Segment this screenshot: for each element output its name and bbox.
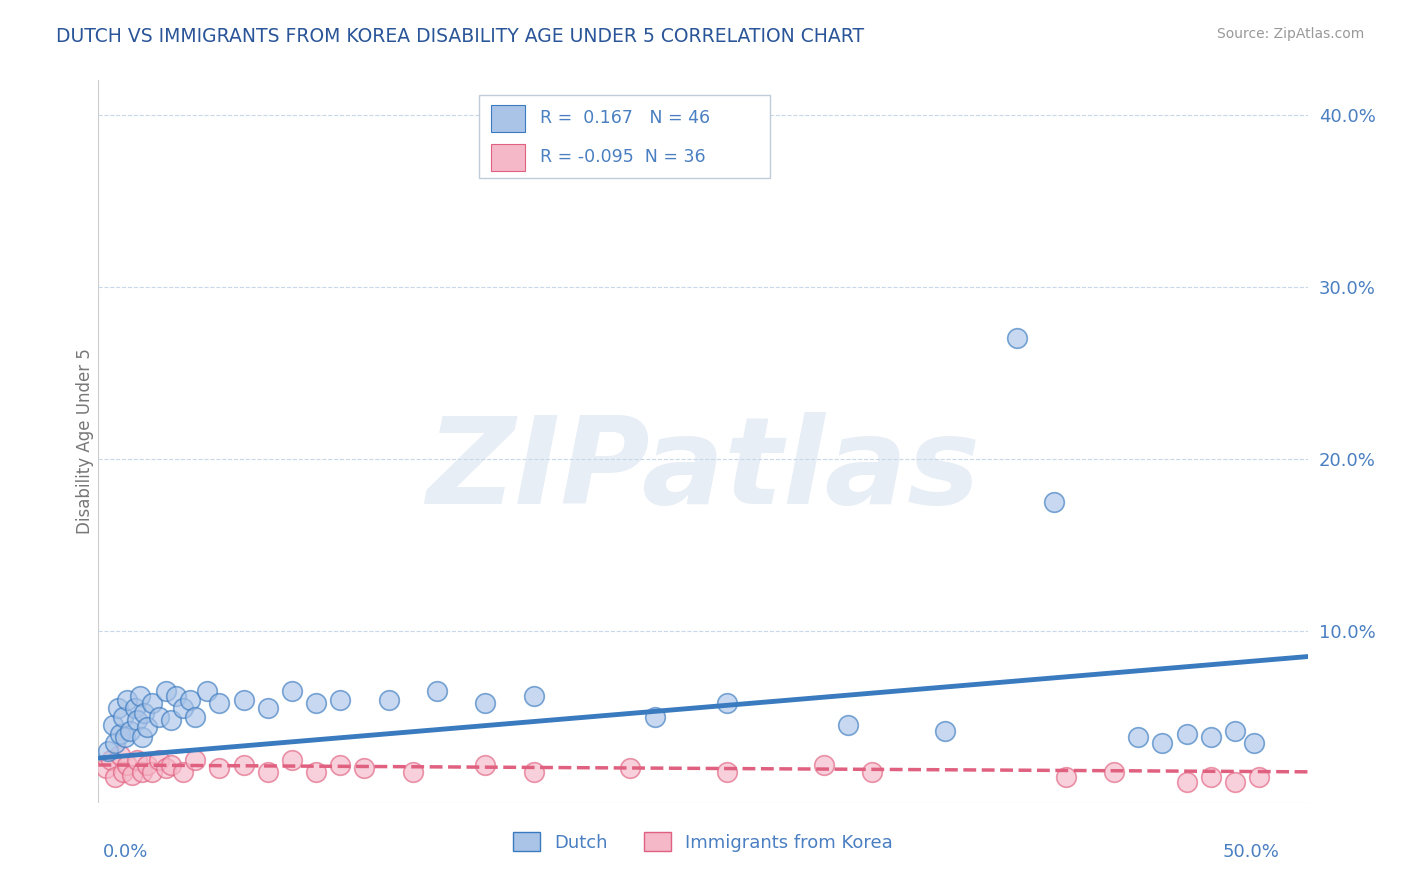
Point xyxy=(94,761,117,775)
Text: DUTCH VS IMMIGRANTS FROM KOREA DISABILITY AGE UNDER 5 CORRELATION CHART: DUTCH VS IMMIGRANTS FROM KOREA DISABILIT… xyxy=(56,27,865,45)
Point xyxy=(160,758,183,772)
Point xyxy=(281,753,304,767)
Point xyxy=(232,758,254,772)
Point xyxy=(1175,727,1198,741)
Point xyxy=(148,753,170,767)
Point xyxy=(108,747,131,762)
Point xyxy=(256,701,278,715)
Text: 0.0%: 0.0% xyxy=(103,843,148,861)
Point xyxy=(165,689,187,703)
Point xyxy=(1199,770,1222,784)
Point xyxy=(353,761,375,775)
Point xyxy=(1007,331,1029,345)
Point xyxy=(208,696,231,710)
Point xyxy=(160,713,183,727)
Point xyxy=(305,764,328,779)
Point xyxy=(860,764,883,779)
Point xyxy=(101,718,124,732)
Point xyxy=(121,768,143,782)
Point xyxy=(1042,494,1064,508)
Point xyxy=(97,744,120,758)
Point xyxy=(523,689,546,703)
Point xyxy=(1102,764,1125,779)
Point xyxy=(135,758,157,772)
Text: R = -0.095  N = 36: R = -0.095 N = 36 xyxy=(540,148,706,167)
Point xyxy=(155,684,177,698)
Point xyxy=(329,692,352,706)
Point xyxy=(184,710,207,724)
Point xyxy=(281,684,304,698)
Point xyxy=(1128,731,1150,745)
Point xyxy=(141,764,163,779)
Point xyxy=(837,718,859,732)
Point xyxy=(474,696,496,710)
FancyBboxPatch shape xyxy=(492,104,526,132)
Point xyxy=(114,731,136,745)
Point xyxy=(131,731,153,745)
Text: ZIPatlas: ZIPatlas xyxy=(426,412,980,529)
Point xyxy=(1152,735,1174,749)
Text: 50.0%: 50.0% xyxy=(1223,843,1279,861)
Point xyxy=(1054,770,1077,784)
Point xyxy=(117,692,139,706)
Point xyxy=(124,701,146,715)
Point xyxy=(111,710,134,724)
Point xyxy=(402,764,425,779)
Point xyxy=(179,692,201,706)
Point xyxy=(619,761,641,775)
Point xyxy=(716,764,738,779)
Point xyxy=(184,753,207,767)
Point xyxy=(155,761,177,775)
Point xyxy=(195,684,218,698)
Point xyxy=(1249,770,1271,784)
Point xyxy=(305,696,328,710)
Y-axis label: Disability Age Under 5: Disability Age Under 5 xyxy=(76,349,94,534)
Point xyxy=(377,692,399,706)
Point xyxy=(117,758,139,772)
Point xyxy=(934,723,956,738)
Point xyxy=(329,758,352,772)
Point xyxy=(134,706,156,721)
Point xyxy=(644,710,666,724)
Point xyxy=(148,710,170,724)
Point xyxy=(108,727,131,741)
Point xyxy=(1243,735,1265,749)
Point xyxy=(172,764,194,779)
Point xyxy=(135,720,157,734)
Point xyxy=(232,692,254,706)
Point xyxy=(1223,723,1246,738)
Text: Source: ZipAtlas.com: Source: ZipAtlas.com xyxy=(1216,27,1364,41)
Point xyxy=(131,764,153,779)
Legend: Dutch, Immigrants from Korea: Dutch, Immigrants from Korea xyxy=(506,825,900,859)
Point xyxy=(104,770,127,784)
Point xyxy=(1223,775,1246,789)
FancyBboxPatch shape xyxy=(492,144,526,171)
Point xyxy=(208,761,231,775)
Point xyxy=(426,684,449,698)
Point xyxy=(127,753,149,767)
Point xyxy=(813,758,835,772)
FancyBboxPatch shape xyxy=(479,95,769,178)
Point xyxy=(474,758,496,772)
Point xyxy=(1175,775,1198,789)
Point xyxy=(172,701,194,715)
Point xyxy=(141,696,163,710)
Point xyxy=(716,696,738,710)
Point xyxy=(104,735,127,749)
Point xyxy=(111,764,134,779)
Point xyxy=(127,713,149,727)
Text: R =  0.167   N = 46: R = 0.167 N = 46 xyxy=(540,110,710,128)
Point xyxy=(256,764,278,779)
Point xyxy=(118,723,141,738)
Point xyxy=(128,689,150,703)
Point xyxy=(107,701,129,715)
Point xyxy=(523,764,546,779)
Point xyxy=(1199,731,1222,745)
Point xyxy=(100,753,122,767)
